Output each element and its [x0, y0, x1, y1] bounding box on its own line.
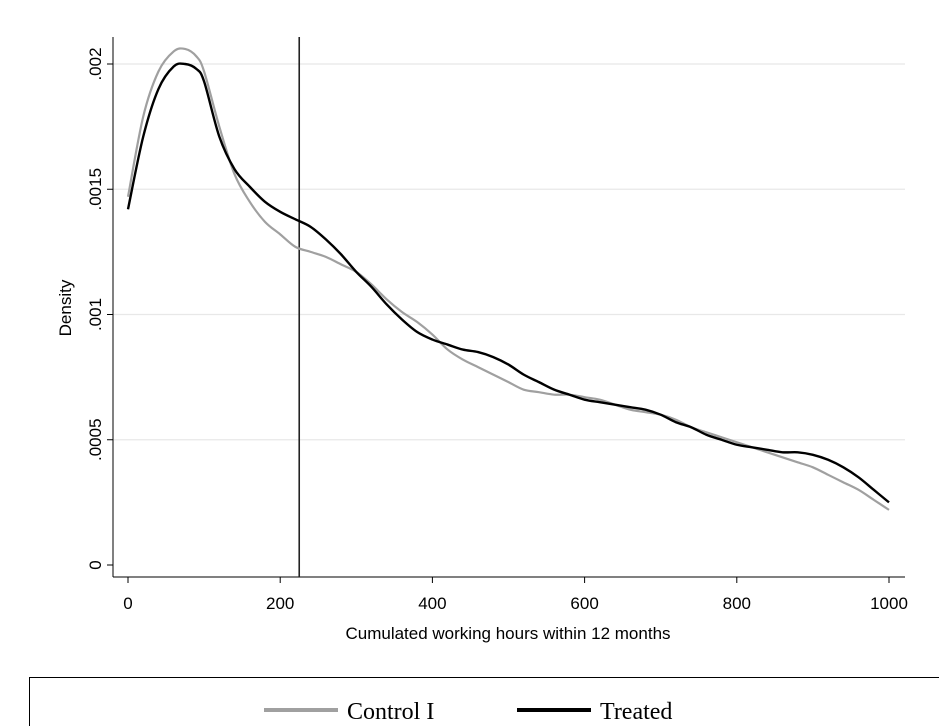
x-tick-label-2: 400 [418, 594, 446, 613]
tick-labels: 0 .0005 .001 .0015 .002 0 200 400 600 800 1000 [86, 47, 908, 613]
y-tick-label-2: .001 [86, 298, 105, 331]
y-axis-label: Density [56, 279, 75, 336]
y-tick-label-4: .002 [86, 47, 105, 80]
series-lines [126, 47, 890, 511]
x-tick-label-1: 200 [266, 594, 294, 613]
x-tick-label-5: 1000 [870, 594, 908, 613]
x-tick-label-3: 600 [570, 594, 598, 613]
x-tick-label-0: 0 [123, 594, 132, 613]
series-line-treated [126, 62, 890, 504]
legend-label-control-i: Control I [347, 699, 434, 725]
y-tick-label-3: .0015 [86, 168, 105, 211]
y-tick-label-0: 0 [86, 560, 105, 569]
legend-label-treated: Treated [600, 699, 672, 725]
x-axis-label: Cumulated working hours within 12 months [345, 624, 670, 643]
axes [107, 37, 905, 583]
legend-box [29, 677, 939, 726]
grid-lines [113, 63, 905, 441]
y-tick-label-1: .0005 [86, 418, 105, 461]
x-tick-label-4: 800 [723, 594, 751, 613]
